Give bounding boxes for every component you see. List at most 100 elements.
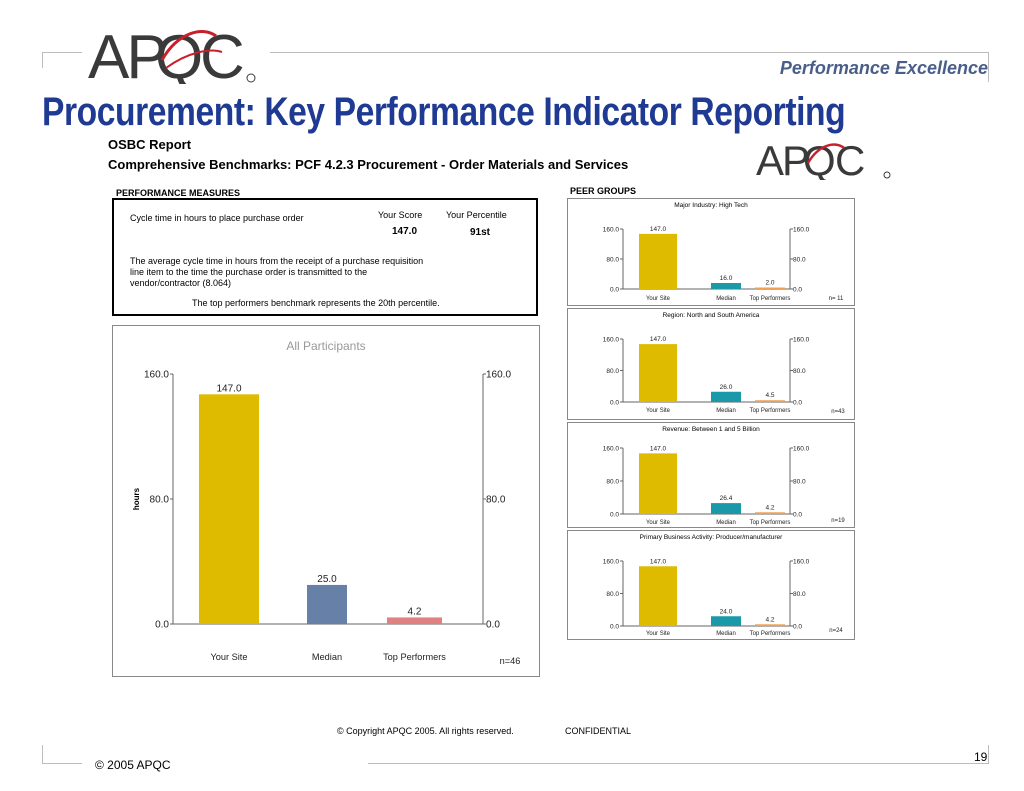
tick-label-left: 0.0	[610, 286, 619, 293]
chart-title: Revenue: Between 1 and 5 Billion	[662, 426, 760, 433]
tick-label-right: 80.0	[793, 256, 806, 263]
score-value: 147.0	[392, 226, 418, 237]
tick-label-left: 160.0	[603, 558, 620, 565]
tick-label-right: 160.0	[486, 370, 511, 381]
description-line-2: line item to the time the purchase order…	[130, 267, 368, 277]
n-label: n=24	[829, 628, 843, 634]
category-label: Top Performers	[383, 652, 446, 662]
data-label: 147.0	[650, 336, 667, 343]
tick-label-left: 80.0	[606, 478, 619, 485]
tick-label-left: 80.0	[606, 368, 619, 375]
tick-label-left: 80.0	[606, 591, 619, 598]
peer-chart-panel-1: Major Industry: High Tech 160.0 160.0 80.0 8…	[567, 198, 855, 306]
data-label: 4.2	[765, 616, 774, 623]
bar-median	[711, 391, 741, 402]
data-label: 26.4	[720, 495, 733, 502]
peer-chart-3: Revenue: Between 1 and 5 Billion 160.0 160…	[603, 426, 846, 526]
tick-label-left: 160.0	[603, 336, 620, 343]
bar-top-performers	[755, 287, 785, 289]
n-label: n=43	[831, 409, 845, 415]
category-label: Top Performers	[750, 631, 791, 637]
page-title: Procurement: Key Performance Indicator R…	[42, 90, 846, 134]
tick-label-left: 80.0	[606, 256, 619, 263]
tick-label-left: 160.0	[144, 370, 169, 381]
page-number: 19	[974, 750, 988, 764]
bar-median	[711, 616, 741, 626]
bar-top-performers	[755, 624, 785, 626]
data-label: 4.2	[408, 606, 422, 617]
bar-median	[307, 584, 347, 624]
n-label: n= 11	[829, 296, 844, 302]
data-label: 2.0	[765, 280, 774, 287]
y-axis-label: hours	[132, 487, 141, 510]
frame-bottom-left-tick	[42, 745, 43, 763]
tick-label-right: 160.0	[793, 226, 810, 233]
category-label: Your Site	[646, 631, 671, 637]
data-label: 4.2	[765, 504, 774, 511]
main-chart: All Participants 160.0 160.0 80.0 80.0 0.0 0.0…	[132, 339, 521, 666]
performance-measures-label: PERFORMANCE MEASURES	[116, 188, 241, 198]
tick-label-left: 80.0	[150, 495, 170, 506]
copyright-text: © Copyright APQC 2005. All rights reserv…	[337, 726, 514, 736]
performance-box: Cycle time in hours to place purchase or…	[112, 198, 538, 316]
svg-text:C: C	[200, 23, 244, 84]
tick-label-left: 0.0	[155, 620, 169, 631]
bar-top-performers	[755, 400, 785, 402]
bar-your-site	[639, 233, 677, 289]
apqc-logo: AP Q C	[88, 22, 258, 92]
bar-your-site	[639, 344, 677, 402]
tick-label-right: 0.0	[486, 620, 500, 631]
svg-text:AP: AP	[88, 23, 165, 84]
tick-label-right: 0.0	[793, 623, 802, 630]
chart-title: Major Industry: High Tech	[674, 202, 748, 209]
bar-top-performers	[387, 617, 442, 624]
description-line-3: vendor/contractor (8.064)	[130, 278, 232, 288]
data-label: 147.0	[216, 383, 241, 394]
frame-top-left-tick	[42, 52, 43, 68]
svg-text:AP: AP	[756, 138, 808, 180]
peer-chart-1: Major Industry: High Tech 160.0 160.0 80.0 8…	[603, 202, 844, 302]
corner-copyright: © 2005 APQC	[95, 758, 171, 772]
tick-label-left: 0.0	[610, 623, 619, 630]
frame-top-right-line	[270, 52, 988, 53]
frame-bottom-left-line	[42, 763, 82, 764]
tick-label-left: 0.0	[610, 511, 619, 518]
chart-title: Region: North and South America	[663, 312, 760, 319]
data-label: 147.0	[650, 558, 667, 565]
frame-top-right-tick	[988, 52, 989, 82]
bar-your-site	[199, 394, 259, 624]
n-label: n=46	[500, 656, 521, 666]
tick-label-right: 80.0	[793, 591, 806, 598]
category-label: Median	[716, 296, 736, 302]
tick-label-right: 160.0	[793, 336, 810, 343]
measure-name: Cycle time in hours to place purchase or…	[130, 213, 304, 223]
tick-label-right: 0.0	[793, 286, 802, 293]
peer-chart-2: Region: North and South America 160.0 160.…	[603, 312, 846, 415]
frame-bottom-right-tick	[988, 745, 989, 764]
category-label: Top Performers	[750, 296, 791, 302]
n-label: n=19	[831, 518, 845, 524]
tick-label-right: 160.0	[793, 445, 810, 452]
tick-label-right: 80.0	[793, 478, 806, 485]
bar-top-performers	[755, 512, 785, 514]
tick-label-right: 80.0	[793, 368, 806, 375]
chart-title: All Participants	[286, 339, 365, 353]
report-subtitle: Comprehensive Benchmarks: PCF 4.2.3 Proc…	[108, 157, 629, 172]
chart-title: Primary Business Activity: Producer/manu…	[640, 534, 784, 541]
tick-label-left: 160.0	[603, 226, 620, 233]
percentile-label: Your Percentile	[446, 210, 507, 220]
benchmark-note: The top performers benchmark represents …	[192, 298, 440, 308]
percentile-value: 91st	[470, 227, 491, 238]
frame-bottom-right-line	[368, 763, 988, 764]
tick-label-left: 160.0	[603, 445, 620, 452]
apqc-logo-graphic: AP Q C	[88, 23, 256, 92]
data-label: 16.0	[720, 275, 733, 282]
bar-median	[711, 503, 741, 514]
category-label: Median	[312, 652, 342, 662]
data-label: 147.0	[650, 445, 667, 452]
category-label: Top Performers	[750, 408, 791, 414]
category-label: Median	[716, 408, 736, 414]
confidential-text: CONFIDENTIAL	[565, 726, 632, 736]
category-label: Your Site	[211, 652, 248, 662]
frame-top-left-line	[42, 52, 82, 53]
